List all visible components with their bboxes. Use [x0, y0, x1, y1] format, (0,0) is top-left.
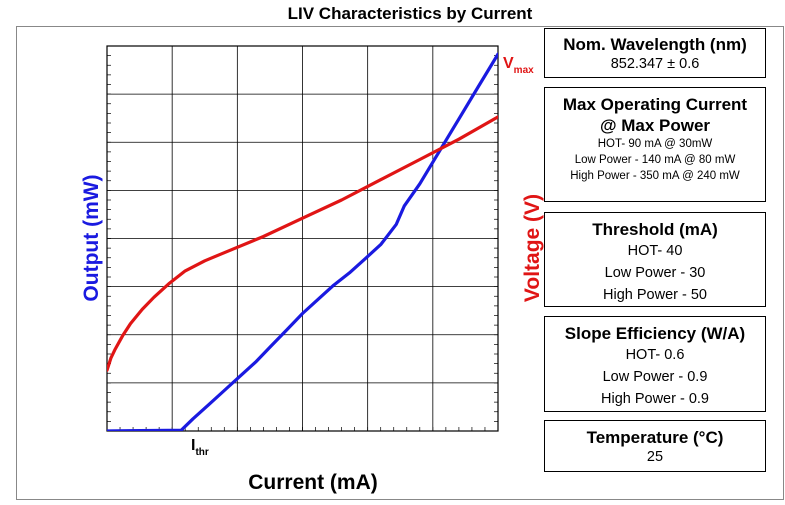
slope-line: Low Power - 0.9 [602, 369, 708, 385]
threshold-label: Ithr [191, 437, 209, 458]
threshold-heading: Threshold (mA) [592, 220, 718, 239]
series-layer [107, 52, 498, 431]
wavelength-value: 852.347 ± 0.6 [610, 56, 700, 72]
temperature-value: 25 [646, 449, 664, 465]
slope-heading: Slope Efficiency (W/A) [564, 324, 746, 343]
grid [107, 46, 498, 431]
series-line-output [107, 52, 498, 431]
threshold-label-sub: thr [195, 447, 208, 458]
y-axis-label: Output (mW) [80, 174, 103, 301]
vmax-label: Vmax [503, 55, 534, 76]
threshold-line: High Power - 50 [603, 287, 707, 303]
max-current-line: HOT- 90 mA @ 30mW [597, 138, 713, 150]
x-axis-label: Current (mA) [248, 471, 378, 494]
plot-area [106, 45, 499, 432]
vmax-label-main: V [503, 55, 514, 72]
max-current-line: High Power - 350 mA @ 240 mW [570, 170, 740, 182]
max-current-line: Low Power - 140 mA @ 80 mW [574, 154, 736, 166]
max-current-heading-2: @ Max Power [599, 116, 711, 135]
max-current-heading-1: Max Operating Current [562, 95, 748, 114]
vmax-label-sub: max [514, 65, 534, 76]
chart-title: LIV Characteristics by Current [287, 4, 533, 23]
threshold-box: Threshold (mA) HOT- 40 Low Power - 30 Hi… [544, 212, 766, 307]
threshold-line: Low Power - 30 [604, 265, 706, 281]
temperature-heading: Temperature (°C) [586, 428, 724, 447]
slope-line: HOT- 0.6 [625, 347, 685, 363]
chart-frame [16, 26, 784, 500]
series-line-voltage [107, 115, 498, 372]
threshold-line: HOT- 40 [627, 243, 683, 259]
slope-efficiency-box: Slope Efficiency (W/A) HOT- 0.6 Low Powe… [544, 316, 766, 412]
threshold-label-main: I [191, 437, 195, 454]
wavelength-box: Nom. Wavelength (nm) 852.347 ± 0.6 [544, 28, 766, 78]
max-current-box: Max Operating Current @ Max Power HOT- 9… [544, 87, 766, 202]
slope-line: High Power - 0.9 [601, 391, 709, 407]
temperature-box: Temperature (°C) 25 [544, 420, 766, 472]
wavelength-heading: Nom. Wavelength (nm) [563, 35, 747, 54]
y2-axis-label: Voltage (V) [521, 194, 544, 302]
